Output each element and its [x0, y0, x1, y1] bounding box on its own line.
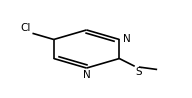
Text: S: S: [136, 67, 142, 77]
Text: N: N: [83, 70, 90, 80]
Text: Cl: Cl: [20, 23, 31, 33]
Text: N: N: [123, 34, 131, 44]
